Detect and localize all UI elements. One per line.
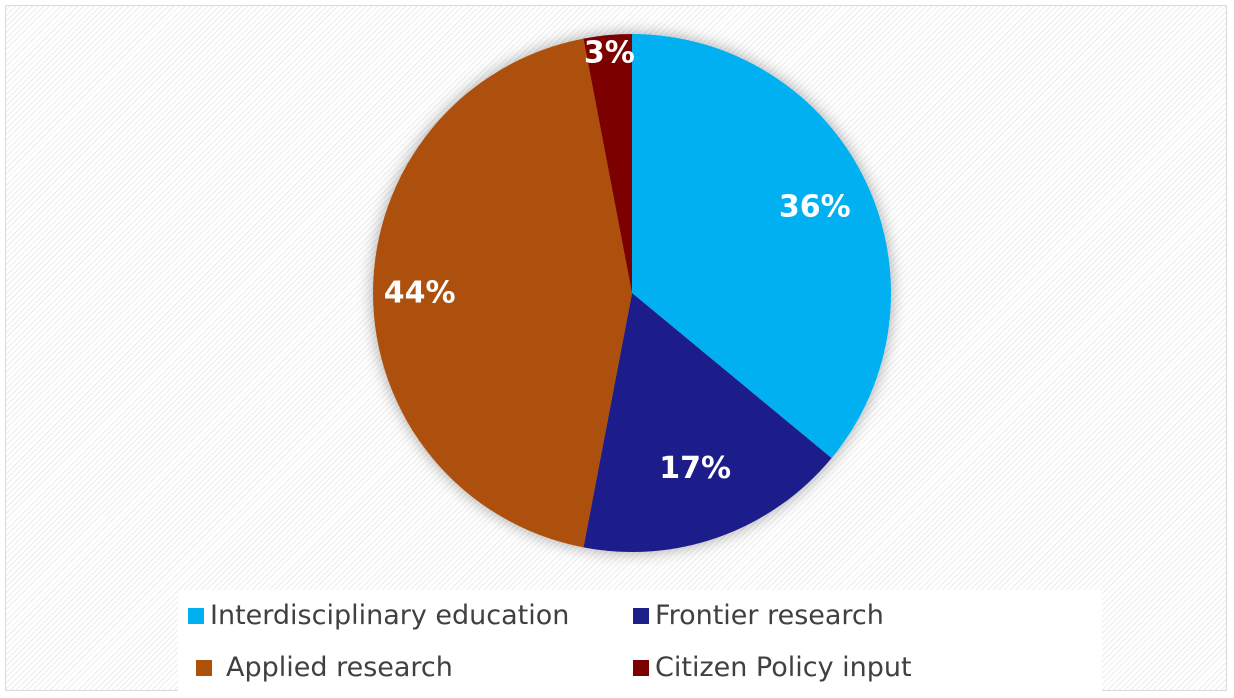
pie-slice-citizen-policy-input xyxy=(583,34,632,293)
legend-label: Interdisciplinary education xyxy=(210,600,570,631)
pie-slice-interdisciplinary-education xyxy=(632,34,891,459)
legend-swatch-frontier-research xyxy=(633,607,649,624)
pie-slices xyxy=(372,34,891,552)
pie-data-label: 44% xyxy=(384,276,456,311)
pie-data-label: 36% xyxy=(779,189,851,224)
legend-label: Frontier research xyxy=(655,600,884,631)
legend-label: Citizen Policy input xyxy=(655,652,912,683)
legend-swatch-citizen-policy-input xyxy=(633,659,649,676)
legend-item-interdisciplinary-education: Interdisciplinary education xyxy=(188,600,569,631)
pie-data-label: 3% xyxy=(584,36,635,71)
chart-area: 36% 17% 44% 3% Interdisciplinary education … xyxy=(5,5,1227,698)
legend-item-citizen-policy-input: Citizen Policy input xyxy=(633,652,912,683)
legend-item-applied-research: Applied research xyxy=(196,652,453,683)
pie-data-label: 17% xyxy=(659,451,731,486)
pie-data-labels: 36% 17% 44% 3% xyxy=(384,36,851,486)
pie-slice-frontier-research xyxy=(583,293,832,552)
legend-swatch-interdisciplinary-education xyxy=(188,607,204,624)
pie-slice-applied-research xyxy=(372,38,632,548)
legend-swatch-applied-research xyxy=(196,659,212,676)
legend-label: Applied research xyxy=(226,652,453,683)
pie-chart: 36% 17% 44% 3% xyxy=(372,34,891,552)
legend-item-frontier-research: Frontier research xyxy=(633,600,884,631)
legend: Interdisciplinary education Frontier res… xyxy=(178,590,1102,698)
